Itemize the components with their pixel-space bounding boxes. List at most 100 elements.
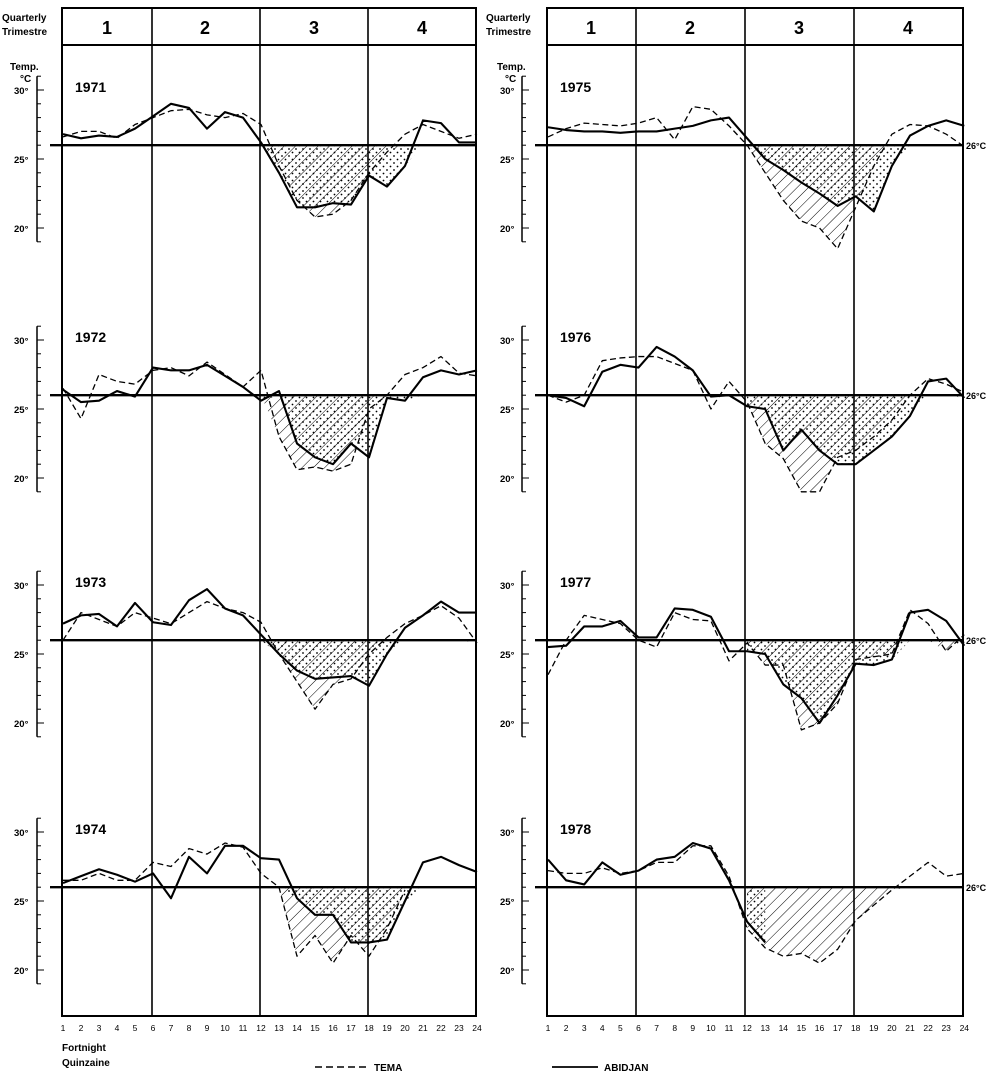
left-quarter-1: 1	[102, 18, 112, 38]
year-label: 1977	[560, 574, 591, 590]
series-line-abidjan	[547, 841, 766, 944]
left-quarter-label-fr: Trimestre	[2, 27, 47, 38]
temp-tick-label: 25°	[500, 405, 515, 416]
chart-1971: 1971 30° 25° 20°	[14, 75, 478, 243]
left-fortnight-tick-label: 18	[364, 1023, 374, 1033]
left-fortnight-tick-label: 13	[274, 1023, 284, 1033]
right-fortnight-tick-label: 4	[600, 1023, 605, 1033]
year-label: 1975	[560, 79, 591, 95]
temp-tick-label: 20°	[500, 966, 515, 977]
reference-label: 26°C	[966, 391, 987, 401]
left-quarter-4: 4	[417, 18, 427, 38]
right-fortnight-tick-label: 19	[869, 1023, 879, 1033]
cold-anomaly-shading	[747, 395, 965, 465]
series-line-tema	[547, 609, 965, 731]
reference-label: 26°C	[966, 636, 987, 646]
right-quarter-3: 3	[794, 18, 804, 38]
cold-anomaly-shading	[747, 887, 766, 943]
temp-tick-label: 25°	[14, 405, 29, 416]
right-fortnight-tick-label: 13	[760, 1023, 770, 1033]
legend-tema-label: TEMA	[374, 1063, 402, 1074]
right-fortnight-tick-label: 17	[833, 1023, 843, 1033]
right-panel-frame	[546, 7, 964, 1017]
temp-tick-label: 20°	[500, 474, 515, 485]
right-fortnight-tick-label: 21	[905, 1023, 915, 1033]
right-fortnight-tick-label: 3	[582, 1023, 587, 1033]
left-fortnight-tick-label: 2	[79, 1023, 84, 1033]
cold-anomaly-shading	[747, 145, 965, 212]
right-fortnight-tick-label: 1	[546, 1023, 551, 1033]
reference-label: 26°C	[966, 141, 987, 151]
temp-tick-label: 30°	[500, 581, 515, 592]
left-panel-border	[61, 7, 477, 1017]
temp-tick-label: 30°	[14, 581, 29, 592]
left-fortnight-tick-label: 20	[400, 1023, 410, 1033]
cold-anomaly-shading	[747, 640, 965, 723]
right-fortnight-tick-label: 8	[672, 1023, 677, 1033]
left-quarter-label-en: Quarterly	[2, 13, 47, 24]
right-quarter-label-fr: Trimestre	[486, 27, 531, 38]
chart-1976: 1976 30° 25° 20° 26°C	[500, 325, 987, 493]
right-fortnight-tick-label: 18	[851, 1023, 861, 1033]
right-quarter-2: 2	[685, 18, 695, 38]
year-label: 1971	[75, 79, 106, 95]
left-fortnight-tick-label: 24	[472, 1023, 482, 1033]
series-line-tema	[547, 355, 965, 493]
left-fortnight-tick-label: 11	[239, 1023, 248, 1033]
series-line-tema	[62, 600, 478, 710]
left-fortnight-tick-label: 4	[115, 1023, 120, 1033]
year-label: 1974	[75, 821, 106, 837]
left-fortnight-tick-label: 7	[169, 1023, 174, 1033]
cold-anomaly-shading	[747, 887, 965, 964]
series-line-tema	[62, 355, 478, 472]
left-quarter-2: 2	[200, 18, 210, 38]
right-fortnight-tick-label: 7	[654, 1023, 659, 1033]
right-fortnight-tick-label: 16	[815, 1023, 825, 1033]
left-fortnight-tick-label: 14	[292, 1023, 302, 1033]
right-fortnight-tick-label: 15	[797, 1023, 807, 1033]
x-label-en: Fortnight	[62, 1043, 107, 1054]
year-label: 1976	[560, 329, 591, 345]
left-fortnight-tick-label: 22	[436, 1023, 446, 1033]
right-fortnight-tick-label: 9	[690, 1023, 695, 1033]
temp-tick-label: 25°	[14, 897, 29, 908]
right-temp-unit: °C	[505, 74, 516, 85]
temp-tick-label: 20°	[500, 224, 515, 235]
left-panel-frame	[61, 7, 477, 1017]
series-line-abidjan	[547, 116, 965, 213]
left-temp-unit: °C	[20, 74, 31, 85]
year-label: 1978	[560, 821, 591, 837]
temp-tick-label: 30°	[500, 828, 515, 839]
left-fortnight-tick-label: 15	[310, 1023, 320, 1033]
temp-tick-label: 20°	[14, 224, 29, 235]
left-fortnight-tick-label: 16	[328, 1023, 338, 1033]
reference-label: 26°C	[966, 883, 987, 893]
right-fortnight-tick-label: 2	[564, 1023, 569, 1033]
left-quarter-3: 3	[309, 18, 319, 38]
right-fortnight-tick-label: 20	[887, 1023, 897, 1033]
temp-tick-label: 25°	[500, 897, 515, 908]
cold-anomaly-shading	[261, 395, 477, 465]
chart-1978: 1978 30° 25° 20° 26°C	[500, 817, 987, 985]
x-label-fr: Quinzaine	[62, 1058, 110, 1069]
temp-tick-label: 30°	[14, 336, 29, 347]
series-line-abidjan	[62, 102, 477, 209]
series-line-abidjan	[547, 607, 966, 725]
series-line-abidjan	[62, 588, 477, 687]
right-quarter-4: 4	[903, 18, 913, 38]
series-line-abidjan	[62, 844, 478, 944]
temp-tick-label: 20°	[14, 719, 29, 730]
right-fortnight-tick-label: 6	[636, 1023, 641, 1033]
chart-1977: 1977 30° 25° 20° 26°C	[500, 570, 987, 738]
left-fortnight-tick-label: 17	[346, 1023, 356, 1033]
temp-tick-label: 25°	[14, 650, 29, 661]
right-fortnight-tick-label: 14	[779, 1023, 789, 1033]
chart-1972: 1972 30° 25° 20°	[14, 325, 478, 493]
cold-anomaly-shading	[261, 145, 477, 208]
legend-abidjan-label: ABIDJAN	[604, 1063, 648, 1074]
temp-tick-label: 30°	[500, 86, 515, 97]
right-fortnight-tick-label: 23	[941, 1023, 951, 1033]
left-fortnight-tick-label: 6	[151, 1023, 156, 1033]
series-line-abidjan	[547, 345, 966, 466]
